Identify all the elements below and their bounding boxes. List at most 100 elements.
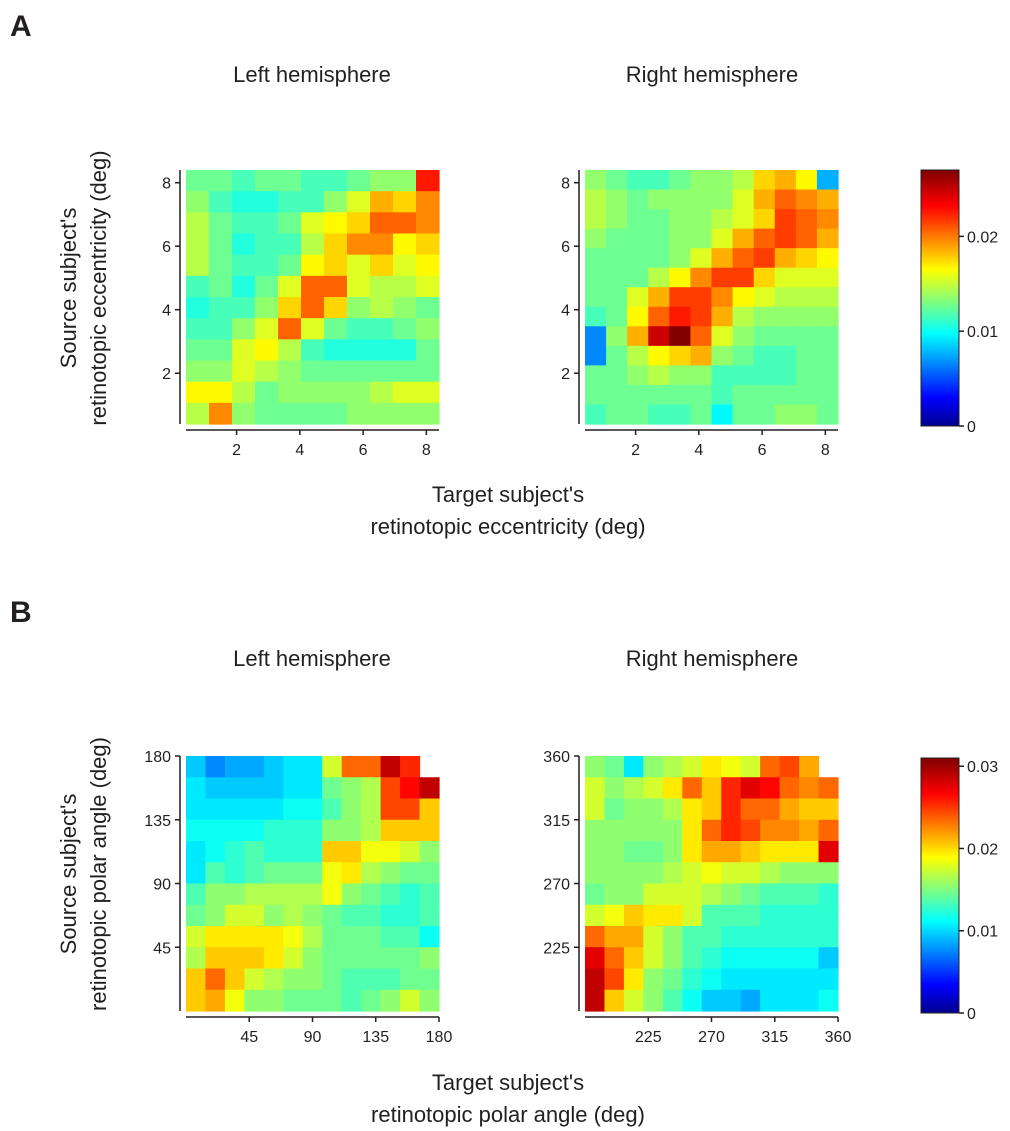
heatmap-cell: [244, 926, 265, 948]
heatmap-cell: [732, 345, 755, 366]
heatmap-cell: [209, 339, 233, 362]
heatmap-cell: [186, 926, 207, 948]
heatmap-cell: [623, 947, 644, 970]
panel-a-right-title: Right hemisphere: [626, 62, 798, 87]
heatmap-cell: [361, 989, 382, 1012]
heatmap-cell: [711, 267, 734, 288]
heatmap-cell: [341, 947, 362, 970]
heatmap-cell: [648, 228, 670, 249]
heatmap-cell: [818, 862, 839, 885]
x-tick-label: 8: [422, 442, 431, 459]
heatmap-cell: [585, 947, 606, 970]
heatmap-cell: [774, 384, 797, 406]
heatmap-cell: [669, 384, 692, 406]
heatmap-cell: [627, 228, 649, 249]
heatmap-cell: [648, 345, 670, 366]
heatmap-cell: [669, 267, 692, 288]
heatmap-cell: [606, 384, 628, 406]
heatmap-cell: [627, 248, 649, 269]
heatmap-cell: [244, 968, 265, 991]
y-tick-label: 90: [153, 877, 171, 894]
heatmap-cell: [795, 345, 818, 366]
heatmap-cell: [774, 306, 797, 327]
heatmap-cell: [732, 384, 755, 406]
heatmap-cell: [732, 365, 755, 386]
heatmap-cell: [627, 384, 649, 406]
heatmap-cell: [774, 404, 797, 425]
heatmap-cell: [753, 345, 776, 366]
heatmap-cell: [627, 365, 649, 386]
heatmap-cell: [753, 228, 776, 249]
heatmap-cell: [669, 326, 692, 347]
heatmap-cell: [186, 254, 210, 277]
heatmap-cell: [818, 798, 839, 821]
heatmap-cell: [416, 254, 440, 277]
heatmap-cell: [779, 777, 800, 800]
heatmap-cell: [760, 947, 781, 970]
heatmap-cell: [662, 819, 683, 842]
heatmap-cell: [380, 904, 401, 927]
heatmap-cell: [255, 339, 279, 362]
heatmap-cell: [205, 798, 226, 821]
heatmap-cell: [627, 345, 649, 366]
heatmap-cell: [779, 968, 800, 991]
heatmap-cell: [604, 904, 625, 927]
heatmap-cell: [816, 209, 839, 230]
heatmap-cell: [818, 968, 839, 991]
heatmap-cell: [302, 777, 323, 800]
heatmap-cell: [623, 926, 644, 948]
heatmap-b-right: 225 270 315 360 225 270 315 360: [543, 749, 851, 1046]
heatmap-cell: [760, 883, 781, 906]
heatmap-cell: [682, 798, 703, 821]
heatmap-cell: [779, 798, 800, 821]
heatmap-cell: [662, 926, 683, 948]
heatmap-cell: [224, 862, 245, 885]
heatmap-cell: [690, 228, 713, 249]
heatmap-cell: [732, 287, 755, 308]
heatmap-cell: [740, 989, 761, 1012]
heatmap-cell: [606, 345, 628, 366]
y-tick-label: 270: [543, 877, 570, 894]
heatmap-cell: [302, 926, 323, 948]
heatmap-cell: [205, 883, 226, 906]
heatmap-cell: [209, 381, 233, 404]
heatmap-cell: [669, 306, 692, 327]
heatmap-cell: [301, 233, 325, 256]
heatmap-cell: [186, 947, 207, 970]
colorbar-tick-label: 0.01: [967, 924, 998, 941]
y-tick-label: 2: [162, 366, 171, 383]
x-tick-label: 6: [758, 442, 767, 459]
heatmap-cell: [774, 326, 797, 347]
heatmap-cell: [760, 777, 781, 800]
heatmap-cell: [662, 798, 683, 821]
heatmap-cell: [186, 402, 210, 425]
colorbar-tick-label: 0.01: [967, 324, 998, 341]
heatmap-cell: [205, 862, 226, 885]
heatmap-cell: [380, 841, 401, 863]
heatmap-cell: [244, 989, 265, 1012]
heatmap-a-right: 2 4 6 8 2 4 6 8: [561, 170, 839, 459]
heatmap-cell: [816, 170, 839, 191]
heatmap-cell: [244, 862, 265, 885]
heatmap-cell: [393, 170, 417, 192]
heatmap-cell: [400, 862, 421, 885]
heatmap-cell: [627, 189, 649, 210]
heatmap-cell: [760, 989, 781, 1012]
heatmap-cell: [255, 170, 279, 192]
heatmap-cell: [400, 904, 421, 927]
heatmap-cell: [416, 191, 440, 213]
heatmap-cell: [400, 819, 421, 842]
y-tick-label: 360: [543, 749, 570, 766]
heatmap-cell: [585, 777, 606, 800]
heatmap-cell: [224, 989, 245, 1012]
heatmap-cell: [278, 360, 302, 383]
heatmap-cell: [341, 968, 362, 991]
heatmap-cell: [322, 926, 343, 948]
heatmap-cell: [732, 326, 755, 347]
y-tick-label: 4: [561, 303, 570, 320]
heatmap-cell: [232, 381, 256, 404]
heatmap-cell: [224, 947, 245, 970]
colorbar-tick-label: 0.02: [967, 841, 998, 858]
heatmap-cell: [302, 756, 323, 778]
heatmap-cell: [795, 306, 818, 327]
